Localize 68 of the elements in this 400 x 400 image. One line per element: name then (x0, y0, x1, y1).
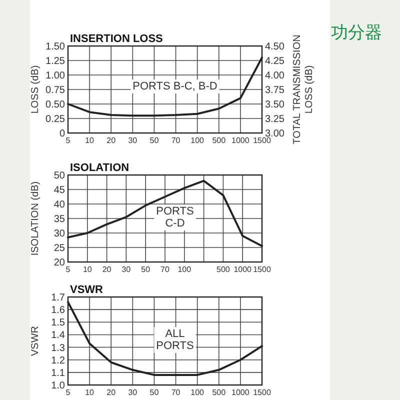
y2-tick-label: 3.50 (265, 100, 285, 110)
y-tick-label: 1.00 (46, 70, 66, 82)
x-tick-label: 5 (66, 265, 71, 274)
x-tick-label: 1000 (234, 265, 252, 274)
y-tick-label: 1.1 (51, 368, 66, 379)
y-tick-label: 1.25 (46, 56, 66, 67)
y2-tick-label: 4.00 (265, 70, 285, 82)
x-tick-label: 500 (216, 265, 230, 274)
x-tick-label: 10 (85, 388, 95, 397)
y-tick-label: 40 (54, 200, 66, 210)
y-tick-label: 1.50 (46, 42, 66, 52)
x-tick-label: 100 (178, 265, 192, 274)
y-tick-label: 1.0 (51, 380, 66, 392)
x-tick-label: 30 (128, 136, 138, 145)
annotation: ALL PORTS (156, 328, 194, 352)
x-tick-label: 30 (128, 388, 138, 397)
x-tick-label: 1000 (232, 388, 250, 397)
x-tick-label: 20 (106, 388, 116, 397)
y-tick-label: 0.25 (46, 114, 66, 125)
chart-title: INSERTION LOSS (70, 33, 163, 45)
y-tick-label: 0.75 (46, 85, 66, 96)
x-tick-label: 10 (82, 265, 92, 274)
x-tick-label: 50 (141, 265, 151, 274)
x-tick-label: 5 (66, 388, 71, 397)
x-tick-label: 20 (106, 136, 116, 145)
y-tick-label: 1.4 (51, 330, 66, 342)
y-tick-label: 1.7 (51, 292, 66, 304)
x-tick-label: 500 (212, 388, 226, 397)
y-axis-title: LOSS (dB) (30, 65, 41, 114)
x-tick-label: 70 (160, 265, 170, 274)
x-tick-label: 100 (190, 136, 205, 145)
x-tick-label: 50 (150, 388, 160, 397)
x-tick-label: 1500 (253, 388, 272, 397)
x-tick-label: 100 (190, 388, 205, 397)
x-tick-label: 5 (66, 136, 71, 145)
y-tick-label: 1.3 (51, 342, 66, 354)
y2-tick-label: 4.50 (265, 42, 285, 52)
y-tick-label: 0.50 (46, 100, 66, 110)
y-axis-title: VSWR (30, 326, 41, 356)
y-tick-label: 1.5 (51, 318, 66, 329)
y-tick-label: 25 (54, 243, 66, 254)
y2-axis-title: TOTAL TRANSMISSION LOSS (dB) (292, 34, 315, 144)
x-tick-label: 1500 (253, 265, 272, 274)
y-tick-label: 1.6 (51, 305, 66, 316)
annotation: PORTS C-D (156, 206, 194, 230)
y-tick-label: 50 (54, 170, 66, 182)
y-tick-label: 30 (54, 228, 66, 240)
text: 功分器 (331, 23, 382, 42)
chart-title: VSWR (70, 284, 104, 296)
x-tick-label: 500 (212, 136, 226, 145)
x-tick-label: 30 (122, 265, 132, 274)
y-tick-label: 45 (54, 185, 66, 196)
x-tick-label: 50 (150, 136, 160, 145)
y-tick-label: 1.2 (51, 355, 66, 366)
y2-tick-label: 4.25 (265, 56, 285, 67)
y2-tick-label: 3.25 (265, 114, 285, 125)
x-tick-label: 1000 (232, 136, 250, 145)
x-tick-label: 10 (85, 136, 95, 145)
x-tick-label: 20 (102, 265, 112, 274)
x-tick-label: 70 (171, 136, 181, 145)
y2-tick-label: 3.75 (265, 85, 285, 96)
y-axis-title: ISOLATION (dB) (30, 181, 41, 256)
x-tick-label: 1500 (253, 136, 272, 145)
x-tick-label: 70 (171, 388, 181, 397)
y-tick-label: 35 (54, 214, 66, 225)
y-tick-label: 0 (59, 128, 66, 140)
chart-title: ISOLATION (70, 162, 130, 174)
annotation: PORTS B-C, B-D (132, 80, 218, 92)
